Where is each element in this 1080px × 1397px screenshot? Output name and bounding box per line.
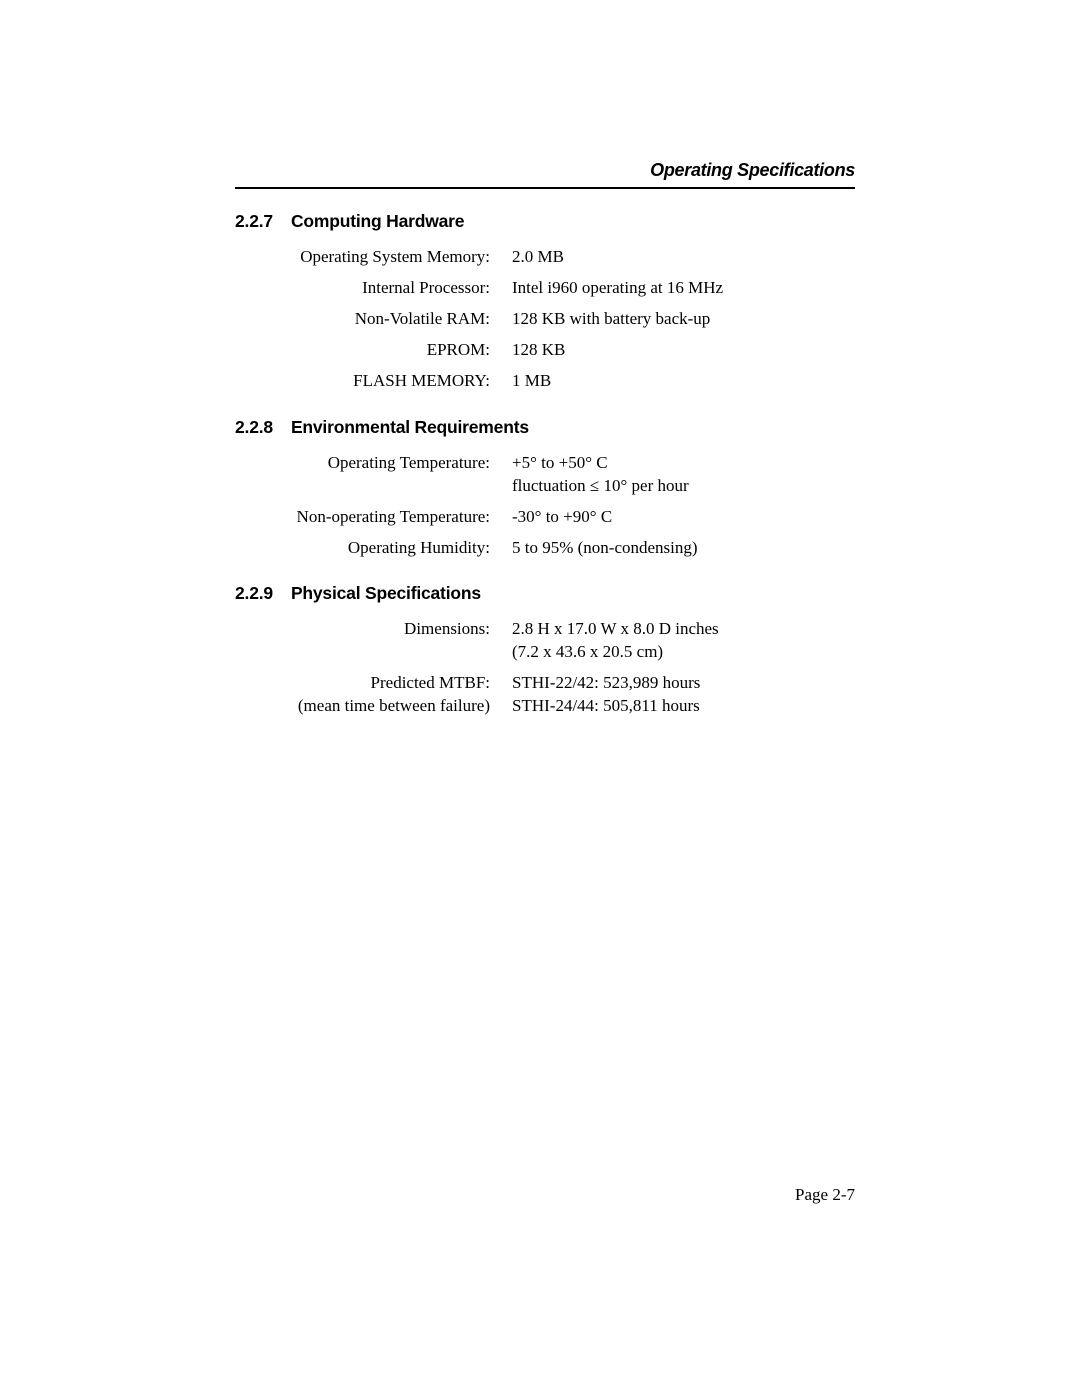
spec-value: 2.0 MB [512, 246, 855, 269]
spec-row: Internal Processor: Intel i960 operating… [235, 277, 855, 300]
section-number: 2.2.8 [235, 417, 273, 438]
spec-label: Operating Humidity: [235, 537, 512, 560]
spec-row: FLASH MEMORY: 1 MB [235, 370, 855, 393]
spec-value-line: fluctuation ≤ 10° per hour [512, 475, 855, 498]
spec-row: Non-Volatile RAM: 128 KB with battery ba… [235, 308, 855, 331]
spec-row: Non-operating Temperature: -30° to +90° … [235, 506, 855, 529]
spec-value: 128 KB [512, 339, 855, 362]
spec-label: Operating System Memory: [235, 246, 512, 269]
spec-label: Non-Volatile RAM: [235, 308, 512, 331]
spec-label: EPROM: [235, 339, 512, 362]
spec-value-line: STHI-24/44: 505,811 hours [512, 695, 855, 718]
spec-label: Operating Temperature: [235, 452, 512, 475]
spec-value: +5° to +50° C fluctuation ≤ 10° per hour [512, 452, 855, 498]
spec-value: STHI-22/42: 523,989 hours STHI-24/44: 50… [512, 672, 855, 718]
page: Operating Specifications 2.2.7 Computing… [0, 0, 1080, 1397]
spec-label: Predicted MTBF: (mean time between failu… [235, 672, 512, 718]
section-title: Physical Specifications [291, 583, 481, 604]
spec-value: Intel i960 operating at 16 MHz [512, 277, 855, 300]
section-heading: 2.2.9 Physical Specifications [235, 583, 855, 604]
spec-row: Dimensions: 2.8 H x 17.0 W x 8.0 D inche… [235, 618, 855, 664]
spec-value: -30° to +90° C [512, 506, 855, 529]
section-number: 2.2.9 [235, 583, 273, 604]
spec-value-line: STHI-22/42: 523,989 hours [512, 672, 855, 695]
spec-label: FLASH MEMORY: [235, 370, 512, 393]
spec-value: 128 KB with battery back-up [512, 308, 855, 331]
spec-value-line: +5° to +50° C [512, 452, 855, 475]
section-heading: 2.2.8 Environmental Requirements [235, 417, 855, 438]
spec-label-line: (mean time between failure) [235, 695, 490, 718]
spec-row: EPROM: 128 KB [235, 339, 855, 362]
section-title: Computing Hardware [291, 211, 464, 232]
spec-value: 2.8 H x 17.0 W x 8.0 D inches (7.2 x 43.… [512, 618, 855, 664]
running-header: Operating Specifications [235, 160, 855, 189]
spec-row: Predicted MTBF: (mean time between failu… [235, 672, 855, 718]
spec-row: Operating System Memory: 2.0 MB [235, 246, 855, 269]
section-heading: 2.2.7 Computing Hardware [235, 211, 855, 232]
spec-label: Internal Processor: [235, 277, 512, 300]
section-title: Environmental Requirements [291, 417, 529, 438]
section-physical-specifications: 2.2.9 Physical Specifications Dimensions… [235, 583, 855, 718]
spec-value-line: 2.8 H x 17.0 W x 8.0 D inches [512, 618, 855, 641]
spec-value: 1 MB [512, 370, 855, 393]
spec-row: Operating Temperature: +5° to +50° C flu… [235, 452, 855, 498]
section-computing-hardware: 2.2.7 Computing Hardware Operating Syste… [235, 211, 855, 393]
spec-label: Dimensions: [235, 618, 512, 641]
spec-row: Operating Humidity: 5 to 95% (non-conden… [235, 537, 855, 560]
spec-label: Non-operating Temperature: [235, 506, 512, 529]
section-environmental-requirements: 2.2.8 Environmental Requirements Operati… [235, 417, 855, 560]
spec-label-line: Predicted MTBF: [235, 672, 490, 695]
spec-value: 5 to 95% (non-condensing) [512, 537, 855, 560]
page-number: Page 2-7 [795, 1185, 855, 1205]
section-number: 2.2.7 [235, 211, 273, 232]
spec-value-line: (7.2 x 43.6 x 20.5 cm) [512, 641, 855, 664]
